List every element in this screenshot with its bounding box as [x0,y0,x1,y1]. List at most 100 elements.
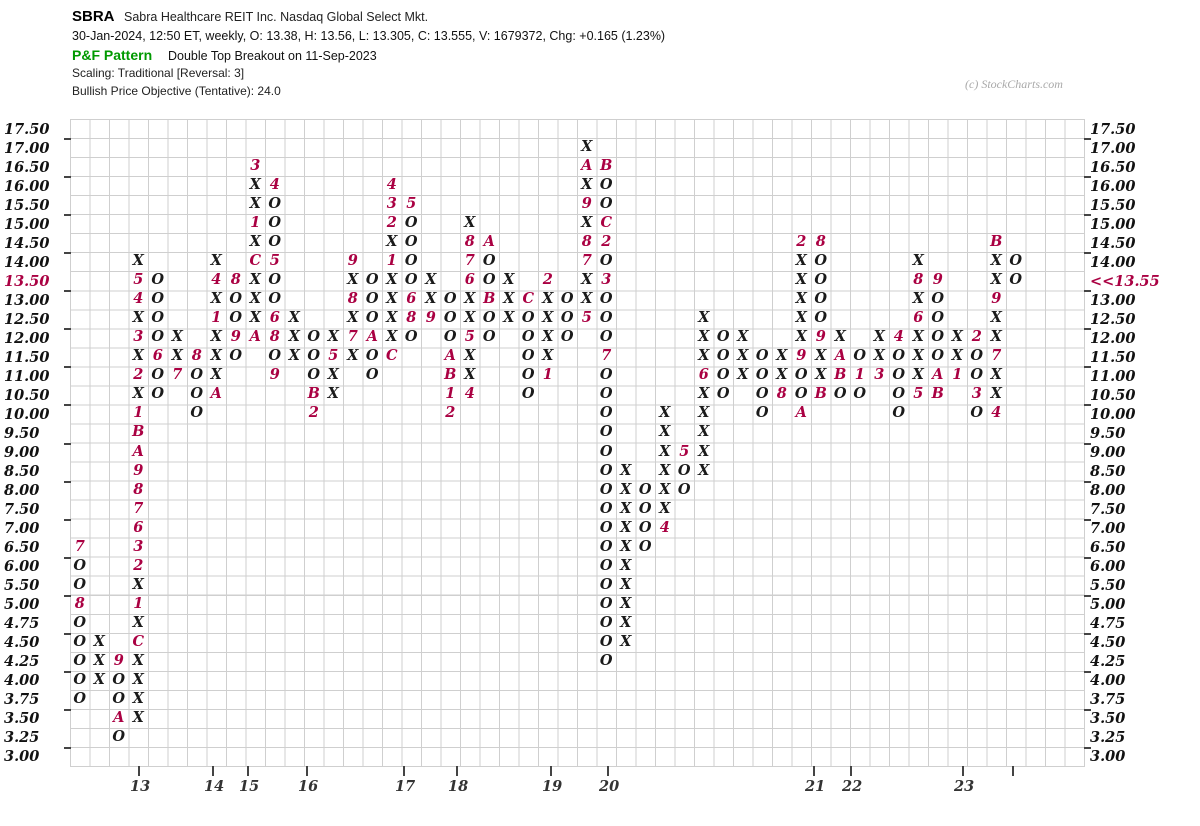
x-box: X [659,499,671,517]
year-tick [138,766,140,777]
year-tick [850,766,852,777]
x-box: X [288,347,300,365]
o-box: O [521,366,535,384]
price-label-right: 11.00 [1090,367,1136,385]
x-box: X [542,347,554,365]
x-box: X [249,176,261,194]
current-price-marker: <<13.55 [1090,272,1160,290]
axis-tick-right [1084,404,1091,407]
axis-tick-left [64,708,71,711]
o-box: O [599,632,613,650]
price-label-right: 16.50 [1090,158,1136,176]
month-marker: 8 [74,594,85,612]
o-box: O [112,689,126,707]
o-box: O [521,347,535,365]
x-box: X [581,176,593,194]
x-box: X [737,328,749,346]
x-box: X [581,138,593,156]
month-marker: 5 [581,309,592,327]
month-marker: B [834,366,847,384]
o-box: O [268,290,282,308]
x-box: X [795,328,807,346]
o-box: O [599,594,613,612]
o-box: O [151,328,165,346]
x-box: X [990,271,1002,289]
price-label-left: 4.00 [4,672,40,690]
o-box: O [190,385,204,403]
month-marker: 9 [269,366,280,384]
year-tick [962,766,964,777]
o-box: O [716,328,730,346]
month-marker: 8 [347,290,358,308]
o-box: O [268,233,282,251]
x-box: X [659,461,671,479]
x-box: X [990,309,1002,327]
year-tick [813,766,815,777]
x-box: X [425,290,437,308]
axis-tick-right [1084,252,1091,255]
x-box: X [249,309,261,327]
price-label-right: 7.50 [1090,501,1126,519]
axis-tick-left [64,518,71,521]
o-box: O [404,233,418,251]
o-box: O [307,366,321,384]
x-box: X [912,252,924,270]
o-box: O [73,632,87,650]
x-box: X [210,290,222,308]
o-box: O [814,290,828,308]
x-box: X [210,366,222,384]
price-label-right: 6.00 [1090,558,1126,576]
axis-tick-right [1084,594,1091,597]
price-label-left: 16.00 [4,177,50,195]
x-box: X [249,233,261,251]
price-label-right: 14.50 [1090,234,1136,252]
month-marker: A [483,233,495,251]
month-marker: 4 [659,518,670,536]
month-marker: 7 [601,347,612,365]
axis-tick-left [64,746,71,749]
month-marker: A [132,442,144,460]
x-box: X [249,290,261,308]
month-marker: 3 [971,385,982,403]
price-label-left: 9.50 [4,424,40,442]
month-marker: 2 [542,271,553,289]
scaling-line: Scaling: Traditional [Reversal: 3] [72,66,245,80]
price-label-right: 3.00 [1090,748,1126,766]
x-box: X [581,271,593,289]
price-label-right: 11.50 [1090,348,1136,366]
month-marker: 9 [230,328,241,346]
o-box: O [521,385,535,403]
x-box: X [503,271,515,289]
o-box: O [716,366,730,384]
o-box: O [482,252,496,270]
ticker-symbol: SBRA [72,8,115,25]
o-box: O [112,727,126,745]
month-marker: A [113,708,125,726]
month-marker: B [814,385,827,403]
axis-tick-left [64,138,71,141]
o-box: O [892,347,906,365]
axis-tick-right [1084,176,1091,179]
price-label-right: 8.50 [1090,463,1126,481]
month-marker: B [931,385,944,403]
axis-tick-right [1084,366,1091,369]
x-box: X [347,347,359,365]
o-box: O [599,613,613,631]
x-box: X [795,252,807,270]
x-box: X [464,290,476,308]
o-box: O [443,309,457,327]
month-marker: 2 [445,404,456,422]
price-label-left: 6.00 [4,558,40,576]
month-marker: 9 [991,290,1002,308]
price-label-right: 12.00 [1090,329,1136,347]
x-box: X [620,575,632,593]
x-box: X [698,347,710,365]
price-label-left: 4.25 [4,653,40,671]
month-marker: 4 [386,176,397,194]
price-label-left: 12.00 [4,329,50,347]
o-box: O [365,347,379,365]
month-marker: 7 [464,252,475,270]
month-marker: 7 [172,366,183,384]
x-box: X [698,404,710,422]
o-box: O [268,195,282,213]
